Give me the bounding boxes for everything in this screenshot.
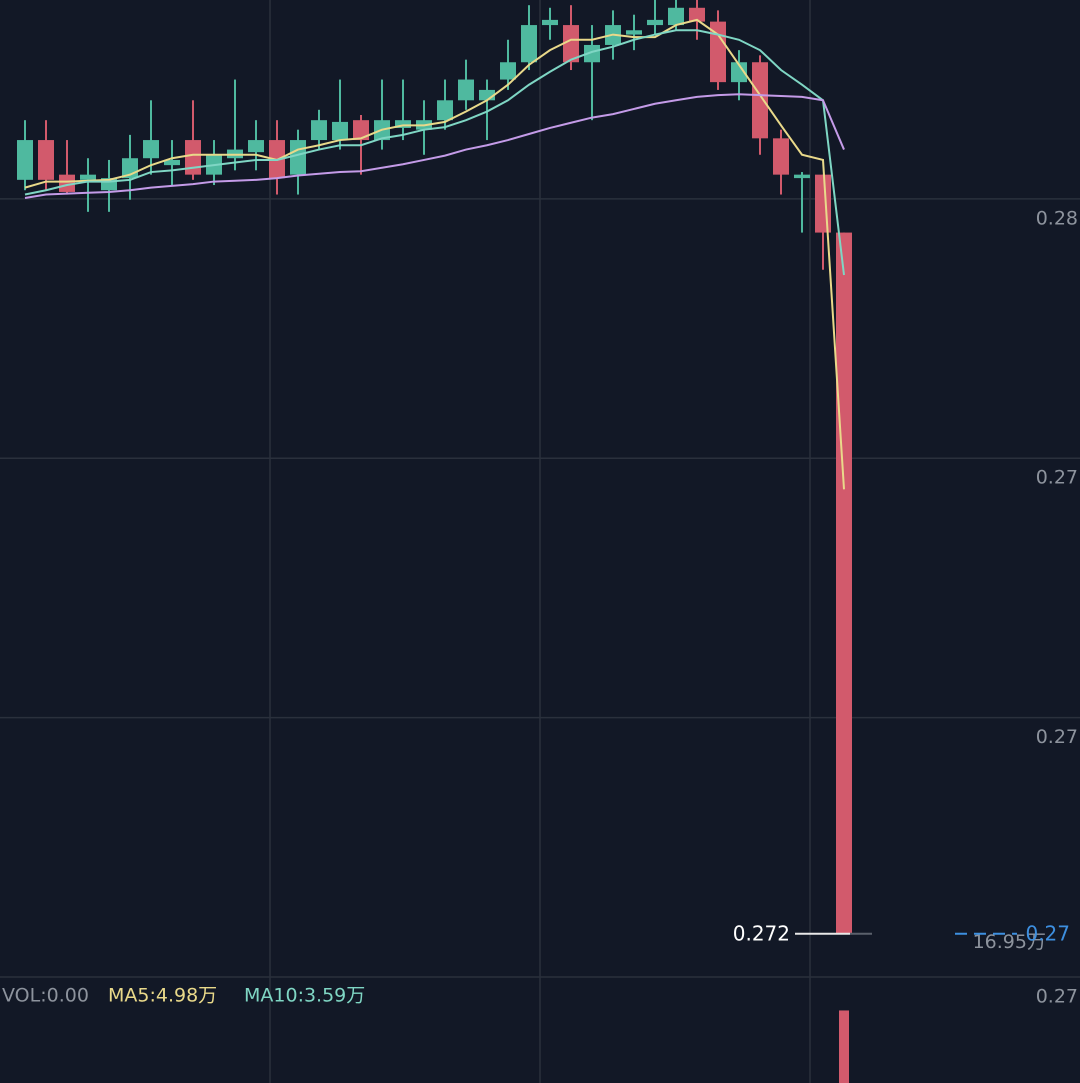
ma-line	[24, 29, 845, 276]
ma-lines	[24, 18, 845, 490]
candles	[17, 0, 852, 934]
candle-body	[311, 120, 327, 141]
candle-body	[584, 44, 600, 63]
candle-body	[773, 138, 789, 175]
y-tick-label: 0.27	[1036, 467, 1078, 489]
last-price-label: 0.272	[733, 921, 790, 945]
candle-body	[668, 7, 684, 26]
labels: 0.28 0.27 0.27 0.27 0.272 0.27	[733, 207, 1078, 1007]
candle-body	[353, 120, 369, 141]
candle-body	[689, 7, 705, 22]
volume-bar	[839, 1010, 849, 1083]
ma-line	[24, 93, 845, 199]
candle-body	[731, 62, 747, 83]
candle-body	[836, 232, 852, 934]
y-tick-label: 0.28	[1036, 207, 1078, 229]
candle-body	[710, 21, 726, 83]
vol-ma10-label: MA10:3.59万	[244, 985, 365, 1007]
candle-body	[59, 174, 75, 192]
candle-body	[458, 79, 474, 101]
candle-body	[80, 174, 96, 180]
grid	[0, 198, 1080, 978]
candle-body	[38, 140, 54, 180]
y-tick-label: 0.27	[1036, 986, 1078, 1008]
current-price-label: 0.27	[1025, 921, 1070, 945]
candle-body	[563, 25, 579, 63]
vol-tick-label: 16.95万	[973, 931, 1046, 953]
candle-body	[794, 174, 810, 179]
candle-body	[647, 19, 663, 26]
candle-body	[437, 100, 453, 121]
candle-body	[164, 159, 180, 166]
candle-body	[521, 25, 537, 63]
candle-body	[248, 140, 264, 153]
candle-body	[542, 19, 558, 26]
candle-body	[500, 62, 516, 80]
ma-line	[24, 18, 845, 490]
candle-body	[395, 120, 411, 128]
candle-body	[815, 174, 831, 233]
vol-ma5-label: MA5:4.98万	[108, 985, 217, 1007]
volume-panel: VOL:0.00 MA5:4.98万 MA10:3.59万 16.95万	[2, 931, 1046, 1083]
candle-body	[479, 89, 495, 101]
candle-body	[185, 140, 201, 175]
candle-body	[143, 140, 159, 159]
y-tick-label: 0.27	[1036, 726, 1078, 748]
candle-body	[290, 140, 306, 175]
vol-label: VOL:0.00	[2, 985, 89, 1007]
candle-body	[17, 140, 33, 180]
candle-body	[752, 62, 768, 139]
candle-body	[332, 121, 348, 141]
candle-body	[626, 30, 642, 35]
